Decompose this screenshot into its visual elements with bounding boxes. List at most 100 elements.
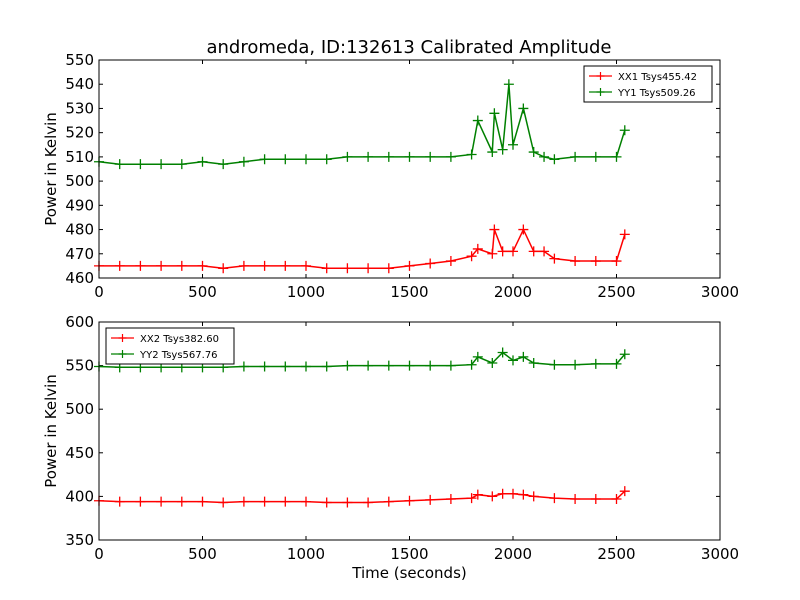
upper-data-point (218, 263, 229, 274)
lower-data-point (363, 360, 374, 371)
lower-data-point (508, 355, 518, 366)
upper-plot-panel: 0 500 1000 1500 2000 2500 3000 460 470 480 490 500 5… (42, 51, 739, 301)
upper-data-point (466, 149, 477, 160)
lower-legend-label: YY2 Tsys567.76 (139, 350, 218, 361)
lower-data-point (472, 489, 483, 500)
lower-y-tick-label: 550 (65, 357, 94, 375)
lower-data-point (321, 497, 332, 508)
upper-data-point (508, 139, 518, 150)
lower-data-point (611, 358, 622, 369)
upper-y-tick-label: 550 (65, 51, 94, 69)
upper-y-tick-label: 470 (65, 245, 94, 263)
lower-x-axis-label: Time (seconds) (351, 564, 467, 582)
upper-data-point (549, 154, 560, 165)
lower-data-point (466, 359, 477, 370)
lower-x-tick-label: 2000 (494, 545, 532, 563)
lower-x-tick-label: 1500 (390, 545, 428, 563)
upper-data-point (487, 248, 498, 259)
upper-data-point (135, 159, 146, 170)
upper-data-point (425, 258, 436, 269)
upper-legend-box (583, 65, 713, 103)
lower-data-point (528, 491, 539, 502)
upper-data-point (425, 151, 436, 162)
lower-series-0 (94, 486, 630, 508)
upper-data-point (518, 224, 529, 235)
lower-data-point (301, 361, 311, 372)
upper-data-point (466, 251, 477, 262)
lower-x-tick-label: 500 (188, 545, 217, 563)
lower-data-point (342, 497, 353, 508)
upper-data-point (549, 253, 560, 264)
lower-data-point (238, 361, 249, 372)
upper-legend-label: XX1 Tsys455.42 (618, 72, 697, 83)
upper-x-tick-label: 3000 (701, 283, 739, 301)
upper-data-point (383, 151, 394, 162)
lower-legend: XX2 Tsys382.60 YY2 Tsys567.76 (105, 327, 235, 365)
upper-data-point (611, 151, 622, 162)
lower-data-point (466, 493, 477, 504)
upper-data-point (156, 159, 167, 170)
lower-data-point (619, 349, 630, 360)
upper-data-point (259, 260, 270, 271)
upper-data-point (238, 156, 249, 167)
lower-data-point (135, 496, 146, 507)
lower-data-point (497, 488, 508, 499)
lower-data-point (497, 347, 508, 358)
upper-data-point (135, 260, 146, 271)
upper-legend-entry: XX1 Tsys455.42 (589, 72, 697, 83)
lower-data-point (508, 488, 518, 499)
upper-series-1 (94, 79, 630, 170)
upper-legend: XX1 Tsys455.42 YY1 Tsys509.26 (583, 65, 713, 103)
upper-data-point (197, 156, 208, 167)
upper-data-point (472, 243, 483, 254)
upper-data-point (280, 154, 291, 165)
upper-data-point (404, 260, 415, 271)
upper-data-point (497, 246, 508, 257)
upper-data-point (611, 256, 622, 267)
upper-y-tick-label: 530 (65, 99, 94, 117)
upper-legend-label: YY1 Tsys509.26 (617, 88, 696, 99)
upper-data-point (489, 108, 500, 119)
lower-series-1 (94, 347, 630, 373)
upper-data-point (445, 151, 456, 162)
lower-data-point (176, 496, 187, 507)
upper-data-point (489, 224, 500, 235)
lower-data-point (528, 357, 539, 368)
lower-data-point (197, 496, 208, 507)
upper-data-point (619, 125, 630, 136)
upper-series-line (99, 227, 626, 270)
upper-y-tick-label: 510 (65, 148, 94, 166)
lower-data-point (342, 360, 353, 371)
upper-data-point (259, 154, 270, 165)
upper-data-point (497, 144, 508, 155)
lower-data-point (611, 494, 622, 505)
upper-data-point (619, 229, 630, 240)
lower-data-point (363, 497, 374, 508)
upper-data-point (197, 260, 208, 271)
figure-title: andromeda, ID:132613 Calibrated Amplitud… (206, 37, 611, 58)
upper-data-point (528, 246, 539, 257)
lower-legend-box (105, 327, 235, 365)
upper-y-tick-label: 480 (65, 221, 94, 239)
lower-data-point (218, 497, 229, 508)
lower-data-point (590, 494, 601, 505)
lower-data-point (445, 360, 456, 371)
lower-data-point (619, 486, 630, 497)
lower-data-point (425, 360, 436, 371)
upper-x-tick-label: 2500 (597, 283, 635, 301)
upper-y-tick-label: 540 (65, 75, 94, 93)
upper-legend-entry: YY1 Tsys509.26 (589, 88, 696, 99)
upper-data-point (363, 151, 374, 162)
lower-data-point (487, 491, 498, 502)
lower-data-point (404, 360, 415, 371)
lower-y-tick-label: 500 (65, 400, 94, 418)
upper-data-point (570, 151, 581, 162)
lower-data-point (570, 494, 581, 505)
upper-data-point (301, 260, 311, 271)
upper-data-point (472, 115, 483, 126)
upper-data-point (487, 147, 498, 158)
lower-data-point (301, 496, 311, 507)
lower-data-point (259, 496, 270, 507)
upper-x-tick-label: 1000 (287, 283, 325, 301)
upper-data-point (404, 151, 415, 162)
